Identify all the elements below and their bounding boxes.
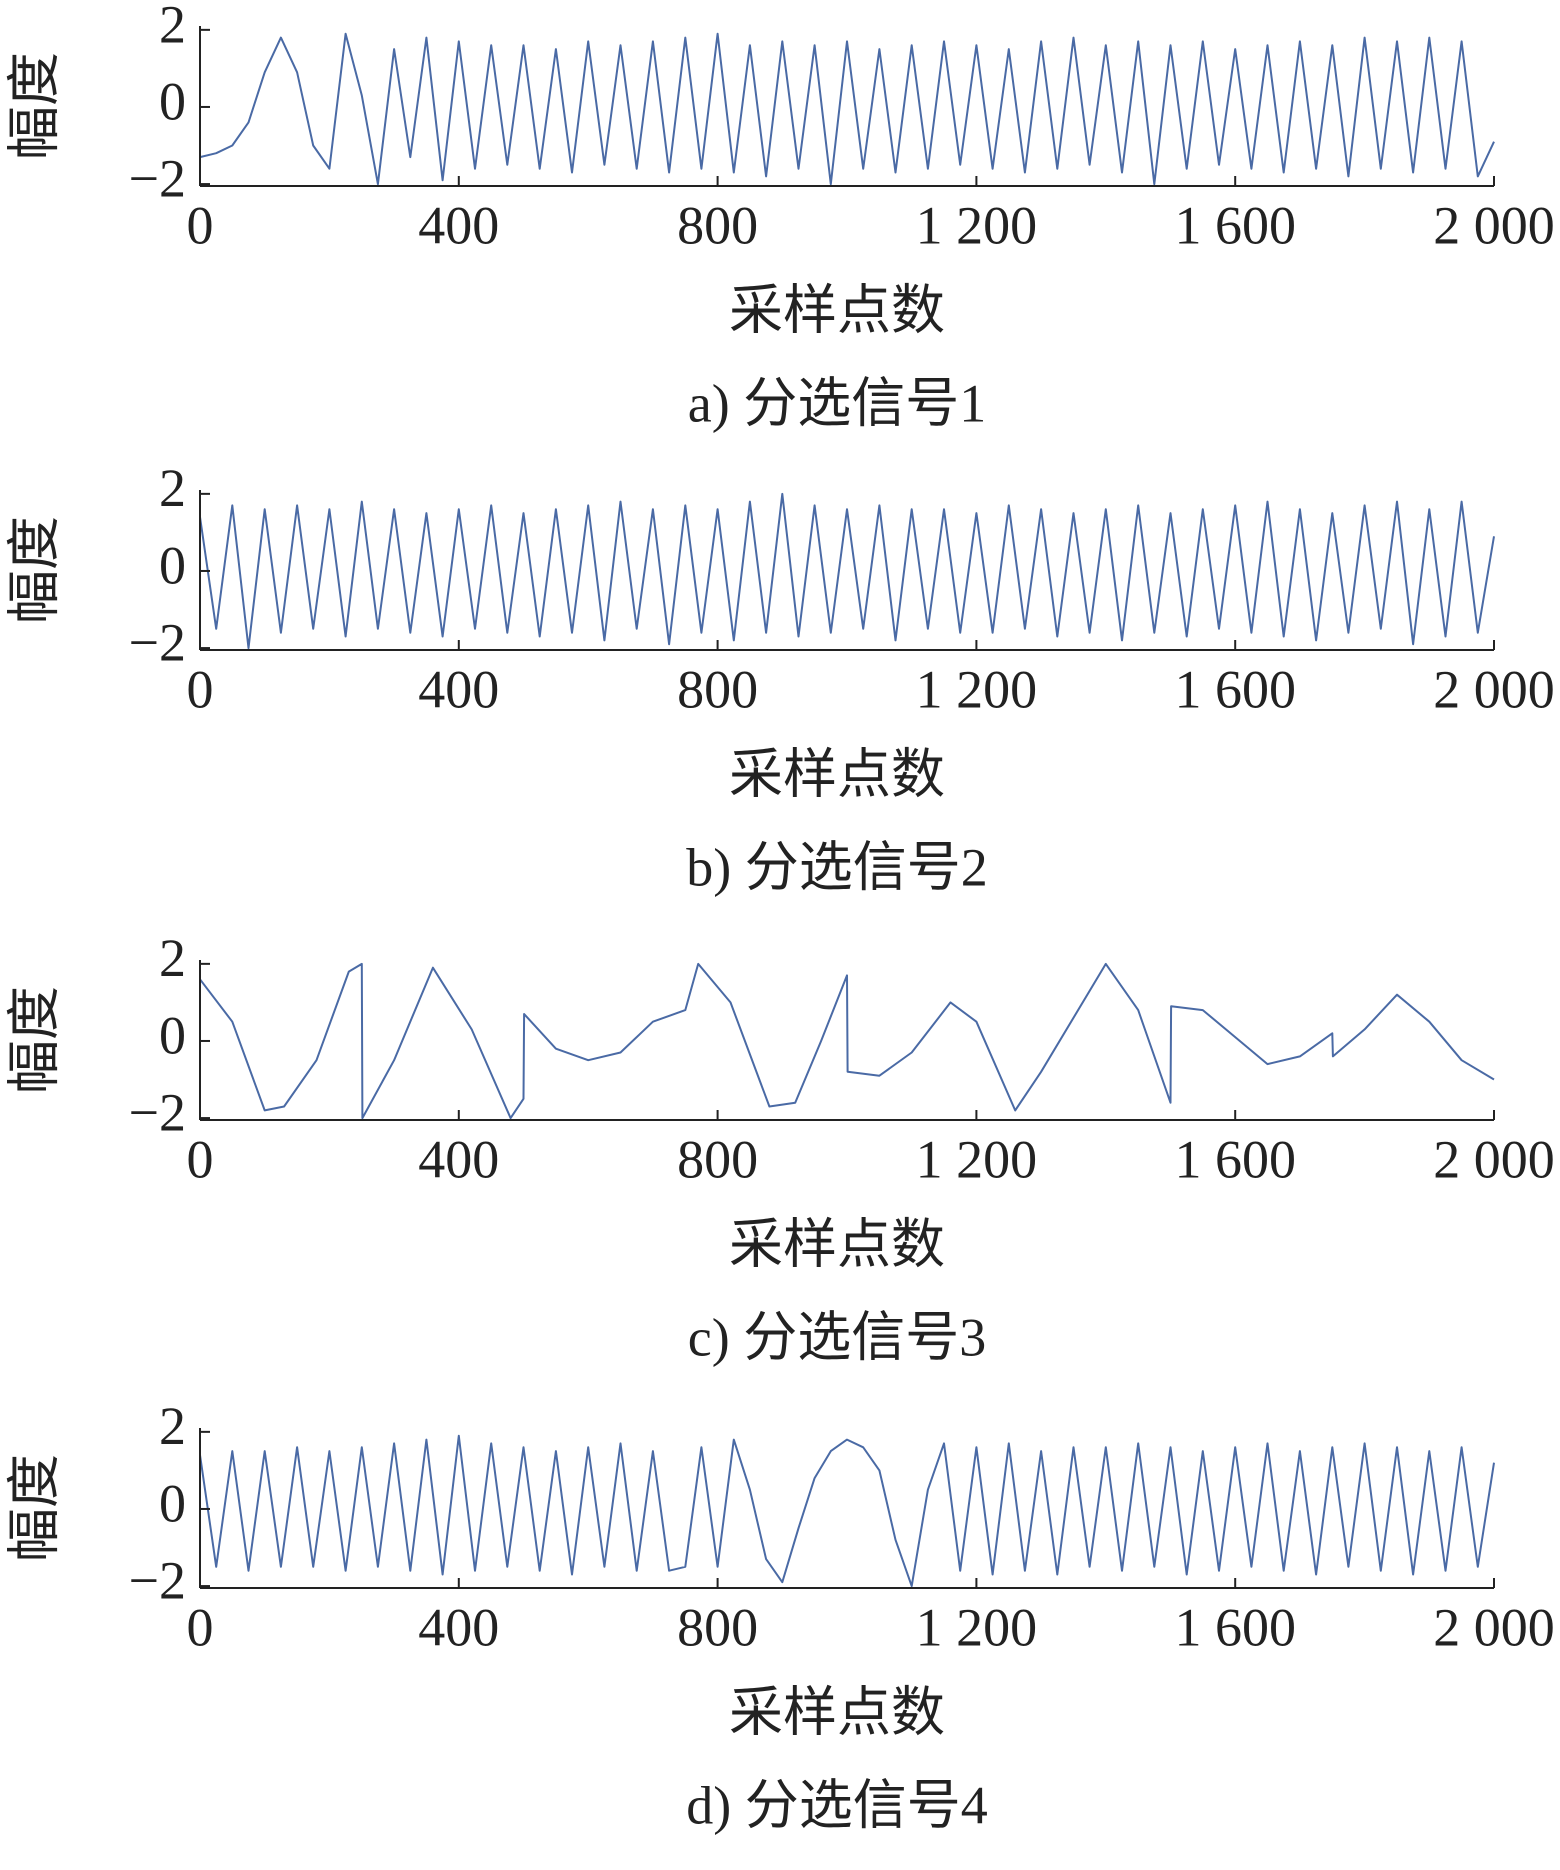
y-axis-label: 幅度 bbox=[4, 52, 64, 160]
x-tick-label: 2 000 bbox=[1433, 1129, 1555, 1189]
x-tick-label: 400 bbox=[418, 195, 499, 255]
x-tick-label: 800 bbox=[677, 195, 758, 255]
x-tick-label: 400 bbox=[418, 659, 499, 719]
chart-title: d) 分选信号4 bbox=[686, 1775, 987, 1835]
x-tick-label: 1 200 bbox=[916, 659, 1038, 719]
y-tick-label: −2 bbox=[129, 1082, 186, 1142]
x-axis-label: 采样点数 bbox=[729, 280, 945, 340]
y-tick-label: −2 bbox=[129, 612, 186, 672]
y-tick-label: −2 bbox=[129, 1550, 186, 1610]
y-tick-label: 0 bbox=[159, 535, 186, 595]
chart-title: a) 分选信号1 bbox=[688, 373, 986, 433]
x-tick-label: 1 200 bbox=[916, 1597, 1038, 1657]
y-tick-label: 2 bbox=[159, 458, 186, 518]
x-tick-label: 2 000 bbox=[1433, 1597, 1555, 1657]
y-tick-label: 2 bbox=[159, 1396, 186, 1456]
signal-line bbox=[199, 32, 1495, 186]
x-tick-label: 800 bbox=[677, 659, 758, 719]
x-tick-label: 0 bbox=[187, 195, 214, 255]
chart-title: c) 分选信号3 bbox=[688, 1307, 986, 1367]
x-axis-label: 采样点数 bbox=[729, 744, 945, 804]
x-tick-label: 0 bbox=[187, 1129, 214, 1189]
y-tick-label: 2 bbox=[159, 928, 186, 988]
y-tick-label: 2 bbox=[159, 0, 186, 54]
signal-line bbox=[199, 962, 1495, 1120]
x-axis-label: 采样点数 bbox=[729, 1682, 945, 1742]
y-tick-label: −2 bbox=[129, 148, 186, 208]
y-axis-label: 幅度 bbox=[4, 516, 64, 624]
y-tick-label: 0 bbox=[159, 1005, 186, 1065]
x-tick-label: 1 200 bbox=[916, 195, 1038, 255]
x-tick-label: 0 bbox=[187, 659, 214, 719]
x-tick-label: 1 200 bbox=[916, 1129, 1038, 1189]
x-tick-label: 0 bbox=[187, 1597, 214, 1657]
x-tick-label: 1 600 bbox=[1174, 1129, 1296, 1189]
y-axis-label: 幅度 bbox=[4, 1454, 64, 1562]
y-tick-label: 0 bbox=[159, 1473, 186, 1533]
chart-title: b) 分选信号2 bbox=[686, 837, 987, 897]
x-tick-label: 400 bbox=[418, 1597, 499, 1657]
x-axis-label: 采样点数 bbox=[729, 1214, 945, 1274]
x-tick-label: 400 bbox=[418, 1129, 499, 1189]
x-tick-label: 2 000 bbox=[1433, 195, 1555, 255]
x-tick-label: 2 000 bbox=[1433, 659, 1555, 719]
x-tick-label: 1 600 bbox=[1174, 1597, 1296, 1657]
x-tick-label: 1 600 bbox=[1174, 659, 1296, 719]
signal-line bbox=[199, 492, 1495, 650]
signal-line bbox=[199, 1434, 1495, 1588]
y-tick-label: 0 bbox=[159, 71, 186, 131]
y-axis-label: 幅度 bbox=[4, 986, 64, 1094]
x-tick-label: 1 600 bbox=[1174, 195, 1296, 255]
x-tick-label: 800 bbox=[677, 1597, 758, 1657]
x-tick-label: 800 bbox=[677, 1129, 758, 1189]
